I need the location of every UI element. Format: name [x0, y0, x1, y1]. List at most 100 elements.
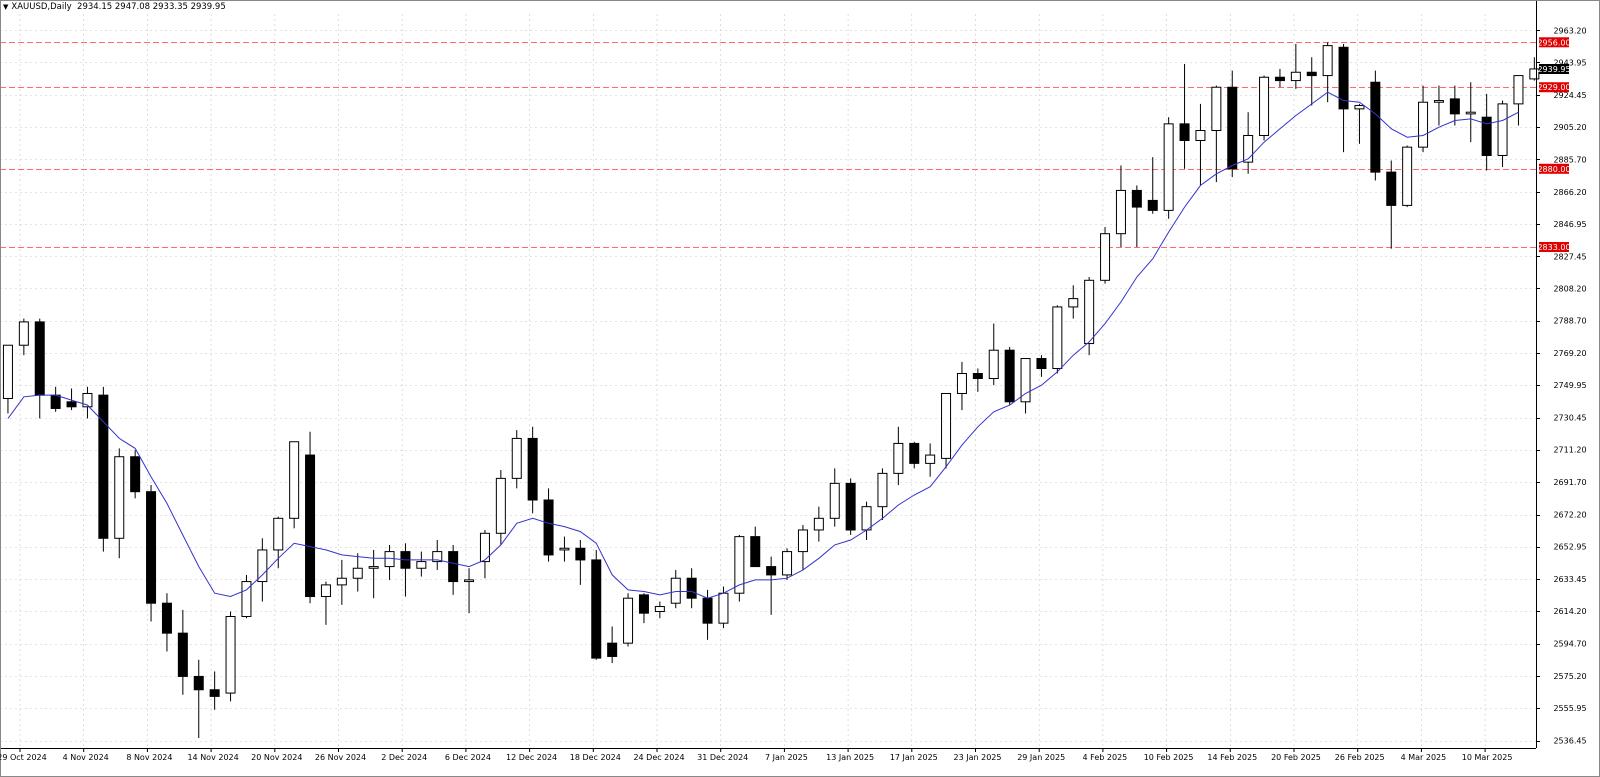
horizontal-levels — [0, 42, 1536, 248]
candle-bearish — [845, 478, 856, 535]
candle-bearish — [66, 388, 77, 411]
candle-bearish — [543, 488, 554, 562]
candle-bearish — [50, 386, 61, 412]
candles-layer — [2, 42, 1540, 739]
price-tick-label: 2633.45 — [1553, 575, 1586, 584]
candle-body — [909, 442, 920, 464]
candle-bearish — [1227, 70, 1238, 178]
candle-body — [448, 551, 459, 583]
price-tick-label: 2963.20 — [1553, 26, 1586, 35]
candle-body — [1465, 111, 1476, 115]
candle-bullish — [416, 551, 427, 577]
candle-body — [925, 454, 936, 464]
candle-body — [527, 437, 538, 501]
candle-bullish — [877, 468, 888, 520]
candle-bullish — [893, 426, 904, 486]
candle-body — [734, 536, 745, 594]
candle-bullish — [1115, 165, 1126, 248]
candle-body — [146, 491, 157, 604]
level-price-tag-bg — [1539, 82, 1569, 93]
candle-bullish — [956, 361, 967, 411]
candle-body — [797, 529, 808, 553]
candle-bearish — [1131, 185, 1142, 248]
price-tick-label: 2652.95 — [1553, 543, 1586, 552]
candle-bearish — [209, 671, 220, 710]
candle-body — [1004, 349, 1015, 403]
candle-bullish — [1243, 112, 1254, 174]
candle-bullish — [559, 536, 570, 562]
candle-body — [893, 442, 904, 474]
candle-bullish — [797, 524, 808, 570]
candle-bullish — [1068, 285, 1079, 319]
candle-body — [861, 506, 872, 531]
candle-bearish — [1036, 355, 1047, 377]
level-price-tag-bg — [1539, 163, 1569, 174]
candle-bullish — [368, 549, 379, 599]
level-price-tag: 2880.00 — [1537, 163, 1571, 174]
candle-body — [1402, 146, 1413, 206]
candle-bullish — [654, 601, 665, 619]
candle-body — [1243, 135, 1254, 163]
candle-bullish — [988, 323, 999, 386]
candle-body — [2, 344, 13, 399]
candle-bullish — [82, 386, 93, 419]
time-tick-label: 8 Nov 2024 — [126, 753, 172, 762]
candle-bullish — [1290, 43, 1301, 89]
candle-body — [193, 675, 204, 691]
candle-body — [1290, 71, 1301, 82]
candle-bearish — [130, 450, 141, 499]
candle-bullish — [336, 559, 347, 605]
candle-body — [1147, 199, 1158, 211]
candle-body — [1020, 358, 1031, 403]
candle-body — [1259, 76, 1270, 137]
candle-bullish — [1195, 103, 1206, 186]
candle-bullish — [289, 441, 300, 529]
candle-body — [575, 547, 586, 561]
time-tick-label: 4 Nov 2024 — [63, 753, 109, 762]
candle-body — [1195, 130, 1206, 141]
candle-bullish — [257, 538, 268, 602]
time-tick-label: 17 Jan 2025 — [890, 753, 938, 762]
candle-body — [813, 517, 824, 531]
candle-bullish — [1418, 85, 1429, 153]
candle-bullish — [1259, 75, 1270, 141]
time-axis-labels: 29 Oct 2024 4 Nov 2024 8 Nov 2024 14 Nov 20… — [0, 748, 1512, 762]
time-tick-label: 7 Jan 2025 — [765, 753, 808, 762]
candle-body — [1306, 71, 1317, 77]
candle-bullish — [18, 318, 29, 356]
price-tick-label: 2846.95 — [1553, 220, 1586, 229]
time-tick-label: 29 Oct 2024 — [0, 753, 47, 762]
candle-body — [1418, 101, 1429, 148]
candle-bullish — [1497, 100, 1508, 168]
candle-bearish — [1004, 346, 1015, 406]
price-tick-label: 2924.45 — [1553, 91, 1586, 100]
candle-body — [432, 551, 443, 563]
time-tick-label: 20 Feb 2025 — [1271, 753, 1321, 762]
level-price-tag-bg — [1539, 242, 1569, 253]
dropdown-triangle-icon[interactable]: ▼ — [3, 3, 9, 11]
candle-body — [543, 499, 554, 556]
candle-bearish — [638, 593, 649, 624]
candle-bullish — [432, 539, 443, 570]
candle-body — [1274, 76, 1285, 82]
candle-body — [225, 616, 236, 694]
candle-bullish — [925, 443, 936, 477]
candle-body — [1115, 189, 1126, 235]
candle-body — [1529, 68, 1540, 80]
time-tick-label: 4 Mar 2025 — [1401, 753, 1447, 762]
time-tick-label: 20 Nov 2024 — [251, 753, 302, 762]
candle-body — [257, 549, 268, 583]
candle-bullish — [241, 574, 252, 619]
candle-bearish — [766, 556, 777, 615]
candle-bearish — [591, 549, 602, 660]
candle-body — [130, 456, 141, 493]
candle-body — [782, 551, 793, 576]
candle-body — [1322, 45, 1333, 77]
time-tick-label: 10 Feb 2025 — [1144, 753, 1194, 762]
candle-body — [1163, 123, 1174, 211]
candle-body — [766, 566, 777, 576]
candle-bearish — [909, 441, 920, 469]
candle-body — [18, 321, 29, 346]
candle-body — [1449, 98, 1460, 115]
